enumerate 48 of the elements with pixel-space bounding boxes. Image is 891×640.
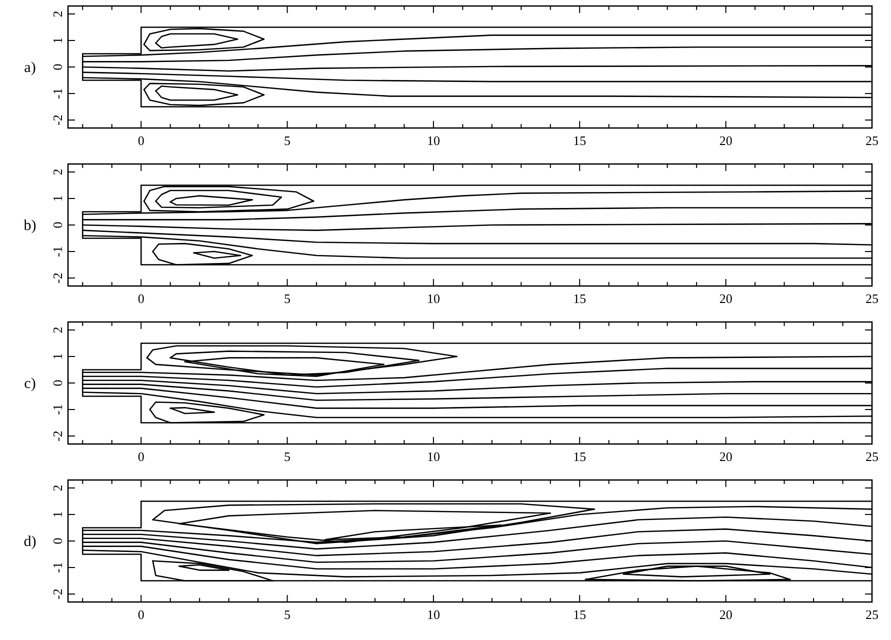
x-tick-label: 25 [866,607,878,622]
x-tick-label: 0 [138,607,144,622]
x-tick-label: 20 [719,607,732,622]
x-tick-label: 10 [426,607,440,622]
x-tick-label: 5 [284,133,291,148]
y-tick-label: -1 [50,246,65,257]
text: d) [24,534,36,550]
x-tick-label: 15 [573,291,586,306]
x-tick-label: 20 [719,449,732,464]
x-tick-label: 25 [866,449,878,464]
y-tick-label: 0 [50,64,65,70]
y-tick-label: 2 [50,326,65,334]
x-tick-label: 25 [866,133,878,148]
y-tick-label: 2 [50,484,65,492]
y-tick-label: -2 [50,588,65,600]
y-tick-label: -2 [50,114,65,126]
y-tick-label: -2 [50,430,65,442]
x-tick-label: 10 [426,291,440,306]
x-tick-label: 5 [284,607,291,622]
x-tick-label: 20 [719,291,732,306]
y-tick-label: 1 [50,353,65,360]
y-tick-label: -1 [50,562,65,573]
x-tick-label: 0 [138,449,144,464]
y-tick-label: 1 [50,37,65,44]
x-tick-label: 5 [284,291,291,306]
x-tick-label: 0 [138,133,144,148]
y-tick-label: 0 [50,222,65,228]
text: b) [24,218,36,234]
text: a) [24,60,36,76]
x-tick-label: 15 [573,133,586,148]
y-tick-label: -2 [50,272,65,284]
text: c) [24,376,36,392]
x-tick-label: 15 [573,449,586,464]
x-tick-label: 25 [866,291,878,306]
x-tick-label: 15 [573,607,586,622]
y-tick-label: -1 [50,88,65,99]
x-tick-label: 0 [138,291,144,306]
x-tick-label: 5 [284,449,291,464]
y-tick-label: 0 [50,538,65,544]
y-tick-label: 0 [50,380,65,386]
y-tick-label: 2 [50,168,65,176]
y-tick-label: -1 [50,404,65,415]
x-tick-label: 10 [426,449,440,464]
x-tick-label: 20 [719,133,732,148]
y-tick-label: 1 [50,195,65,202]
x-tick-label: 10 [426,133,440,148]
y-tick-label: 1 [50,511,65,518]
y-tick-label: 2 [50,10,65,18]
